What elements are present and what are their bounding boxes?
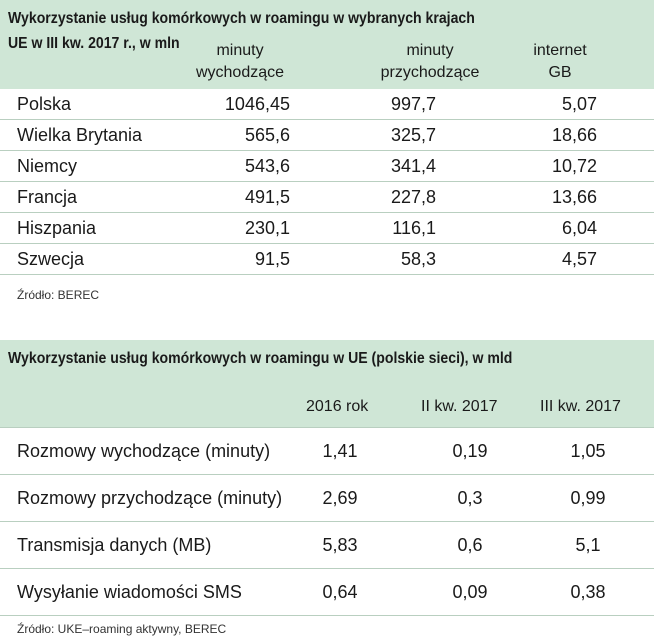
table-row: Transmisja danych (MB) 5,83 0,6 5,1 (0, 522, 654, 569)
table-title: Wykorzystanie usług komórkowych w roamin… (8, 6, 536, 56)
country-name: Polska (17, 94, 72, 114)
column-header-internet: internet GB (520, 40, 600, 84)
row-label: Transmisja danych (MB) (17, 535, 212, 555)
column-header-line: wychodzące (195, 64, 285, 81)
column-header-outgoing: minuty wychodzące (185, 40, 295, 84)
country-name: Hiszpania (17, 218, 97, 238)
country-name: Szwecja (17, 249, 85, 269)
source-note: Źródło: BEREC (17, 288, 100, 302)
internet-value: 5,07 (561, 94, 597, 114)
column-header-line: przychodzące (380, 64, 480, 81)
value-q2-2017: 0,09 (452, 582, 488, 602)
value-2016: 0,64 (322, 582, 358, 602)
internet-value: 18,66 (551, 125, 597, 145)
table-row: Polska 1046,45 997,7 5,07 (0, 89, 654, 120)
table-row: Hiszpania 230,1 116,1 6,04 (0, 213, 654, 244)
column-header-q3-2017: III kw. 2017 (540, 398, 621, 415)
value-2016: 1,41 (322, 441, 358, 461)
table-row: Szwecja 91,5 58,3 4,57 (0, 244, 654, 275)
title-line-2: UE w III kw. 2017 r., w mln (8, 35, 180, 52)
column-header-line: internet (533, 42, 587, 59)
value-q3-2017: 0,99 (570, 488, 606, 508)
value-q2-2017: 0,6 (457, 535, 483, 555)
table-row: Rozmowy wychodzące (minuty) 1,41 0,19 1,… (0, 428, 654, 475)
column-header-line: minuty (216, 42, 264, 59)
table-header: Wykorzystanie usług komórkowych w roamin… (0, 340, 654, 378)
outgoing-value: 91,5 (254, 249, 290, 269)
country-name: Niemcy (17, 156, 78, 176)
internet-value: 6,04 (561, 218, 597, 238)
column-header-line: GB (548, 64, 572, 81)
outgoing-value: 491,5 (244, 187, 290, 207)
table-header: Wykorzystanie usług komórkowych w roamin… (0, 0, 654, 89)
internet-value: 13,66 (551, 187, 597, 207)
incoming-value: 997,7 (390, 94, 436, 114)
incoming-value: 116,1 (392, 218, 436, 238)
value-q3-2017: 1,05 (570, 441, 606, 461)
table-row: Wysyłanie wiadomości SMS 0,64 0,09 0,38 (0, 569, 654, 616)
value-q3-2017: 0,38 (570, 582, 606, 602)
outgoing-value: 230,1 (244, 218, 290, 238)
column-header-q2-2017: II kw. 2017 (421, 398, 498, 415)
outgoing-value: 1046,45 (224, 94, 290, 114)
title-line-1: Wykorzystanie usług komórkowych w roamin… (8, 10, 475, 27)
table-row: Francja 491,5 227,8 13,66 (0, 182, 654, 213)
row-label: Rozmowy wychodzące (minuty) (17, 441, 271, 461)
column-header-incoming: minuty przychodzące (355, 40, 505, 84)
table-row: Rozmowy przychodzące (minuty) 2,69 0,3 0… (0, 475, 654, 522)
value-q2-2017: 0,3 (457, 488, 483, 508)
incoming-value: 227,8 (390, 187, 436, 207)
country-name: Wielka Brytania (17, 125, 143, 145)
polish-networks-roaming-table: Wykorzystanie usług komórkowych w roamin… (0, 340, 654, 636)
source-note: Źródło: UKE–roaming aktywny, BEREC (17, 622, 227, 636)
value-2016: 2,69 (322, 488, 358, 508)
value-q3-2017: 5,1 (575, 535, 601, 555)
row-label: Wysyłanie wiadomości SMS (17, 582, 242, 602)
table-row: Wielka Brytania 565,6 325,7 18,66 (0, 120, 654, 151)
column-header-2016: 2016 rok (306, 398, 369, 415)
table-title: Wykorzystanie usług komórkowych w roamin… (8, 350, 513, 367)
roaming-by-country-table: Wykorzystanie usług komórkowych w roamin… (0, 0, 654, 302)
outgoing-value: 565,6 (244, 125, 290, 145)
incoming-value: 325,7 (390, 125, 436, 145)
internet-value: 4,57 (561, 249, 597, 269)
value-q2-2017: 0,19 (452, 441, 488, 461)
incoming-value: 58,3 (400, 249, 436, 269)
column-header-line: minuty (406, 42, 454, 59)
country-name: Francja (17, 187, 78, 207)
row-label: Rozmowy przychodzące (minuty) (17, 488, 283, 508)
incoming-value: 341,4 (390, 156, 436, 176)
outgoing-value: 543,6 (244, 156, 290, 176)
internet-value: 10,72 (551, 156, 597, 176)
column-headers: 2016 rok II kw. 2017 III kw. 2017 (0, 378, 654, 428)
table-row: Niemcy 543,6 341,4 10,72 (0, 151, 654, 182)
value-2016: 5,83 (322, 535, 358, 555)
